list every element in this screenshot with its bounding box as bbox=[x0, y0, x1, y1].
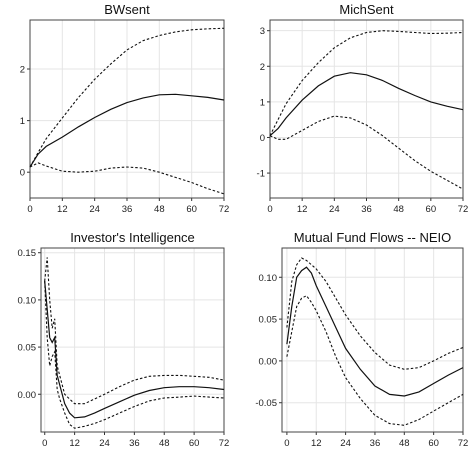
x-tick-label: 12 bbox=[297, 204, 308, 215]
confidence-band-line bbox=[29, 162, 225, 195]
x-tick-label: 48 bbox=[154, 204, 165, 215]
x-tick-label: 24 bbox=[340, 438, 351, 449]
chart-title: MichSent bbox=[339, 2, 394, 17]
irf-line bbox=[29, 93, 225, 168]
irf-line bbox=[44, 280, 225, 419]
y-tick-label: 0.00 bbox=[259, 356, 278, 367]
y-tick-label: 0 bbox=[20, 168, 25, 179]
x-tick-label: 60 bbox=[189, 438, 200, 449]
x-tick-label: 0 bbox=[42, 438, 47, 449]
y-tick-label: -1 bbox=[257, 169, 265, 180]
x-tick-label: 72 bbox=[219, 204, 230, 215]
x-tick-label: 48 bbox=[393, 204, 404, 215]
x-tick-label: 72 bbox=[458, 438, 469, 449]
irf-line bbox=[269, 72, 464, 137]
chart-title: BWsent bbox=[104, 2, 150, 17]
y-tick-label: 2 bbox=[20, 65, 25, 76]
y-tick-label: 1 bbox=[20, 116, 25, 127]
plot-frame bbox=[269, 19, 464, 199]
x-tick-label: 24 bbox=[89, 204, 100, 215]
chart-title: Investor's Intelligence bbox=[70, 230, 195, 245]
x-tick-label: 36 bbox=[129, 438, 140, 449]
y-tick-label: -0.05 bbox=[255, 398, 277, 409]
x-tick-label: 72 bbox=[458, 204, 469, 215]
y-tick-label: 0.00 bbox=[18, 390, 37, 401]
chart-title: Mutual Fund Flows -- NEIO bbox=[294, 230, 452, 245]
y-tick-label: 0.05 bbox=[259, 315, 278, 326]
y-tick-label: 0.05 bbox=[18, 343, 37, 354]
x-tick-label: 36 bbox=[361, 204, 372, 215]
confidence-band-line bbox=[44, 280, 225, 429]
y-tick-label: 0 bbox=[260, 133, 265, 144]
x-tick-label: 12 bbox=[311, 438, 322, 449]
plot-frame bbox=[29, 19, 225, 199]
y-tick-label: 3 bbox=[260, 26, 265, 37]
irf-line bbox=[286, 266, 464, 397]
x-tick-label: 12 bbox=[69, 438, 80, 449]
x-tick-label: 60 bbox=[428, 438, 439, 449]
y-tick-label: 0.10 bbox=[259, 273, 278, 284]
x-tick-label: 24 bbox=[99, 438, 110, 449]
x-tick-label: 60 bbox=[186, 204, 197, 215]
x-tick-label: 12 bbox=[57, 204, 68, 215]
confidence-band-line bbox=[286, 257, 464, 370]
y-tick-label: 2 bbox=[260, 62, 265, 73]
x-tick-label: 72 bbox=[219, 438, 230, 449]
x-tick-label: 24 bbox=[329, 204, 340, 215]
confidence-band-line bbox=[286, 294, 464, 426]
x-tick-label: 60 bbox=[426, 204, 437, 215]
confidence-band-line bbox=[269, 115, 464, 190]
confidence-band-line bbox=[44, 257, 225, 405]
plot-frame bbox=[281, 247, 464, 433]
y-tick-label: 0.15 bbox=[18, 248, 37, 259]
y-tick-label: 0.10 bbox=[18, 295, 37, 306]
x-tick-label: 36 bbox=[122, 204, 133, 215]
confidence-band-line bbox=[269, 30, 464, 136]
x-tick-label: 48 bbox=[399, 438, 410, 449]
x-tick-label: 36 bbox=[370, 438, 381, 449]
confidence-band-line bbox=[29, 27, 225, 168]
x-tick-label: 0 bbox=[27, 204, 32, 215]
x-tick-label: 0 bbox=[284, 438, 289, 449]
x-tick-label: 48 bbox=[159, 438, 170, 449]
plot-frame bbox=[40, 247, 225, 433]
y-tick-label: 1 bbox=[260, 97, 265, 108]
x-tick-label: 0 bbox=[267, 204, 272, 215]
